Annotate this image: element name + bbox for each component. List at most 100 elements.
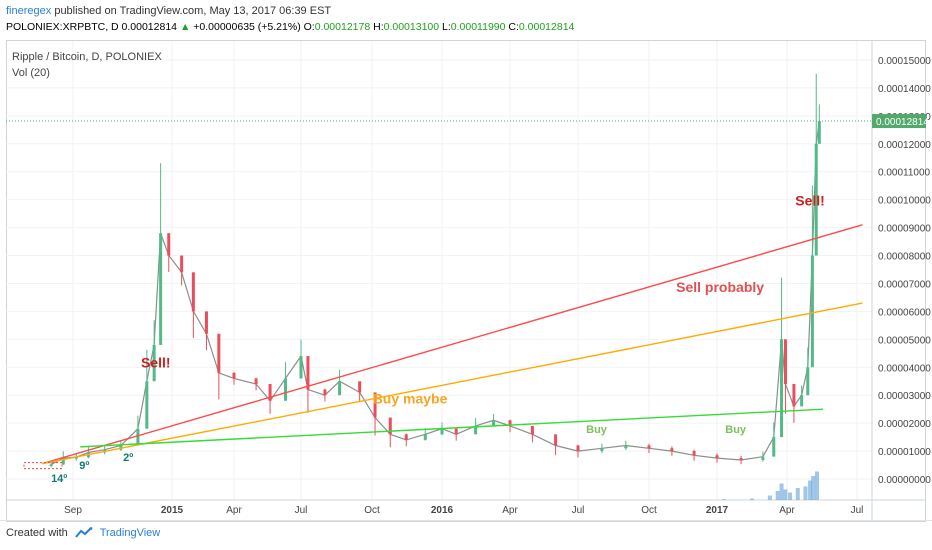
y-tick-label: 0.00004000 — [878, 363, 931, 374]
volume-bar — [815, 471, 819, 500]
volume-bar — [788, 492, 793, 500]
series-title[interactable]: Ripple / Bitcoin, D, POLONIEX — [12, 51, 162, 63]
volume-bar — [722, 499, 726, 500]
candle-body — [49, 464, 53, 466]
candle-body — [299, 356, 303, 379]
published-text: published on TradingView.com, May 13, 20… — [51, 5, 332, 17]
volume-bar — [775, 491, 780, 500]
candle-body — [647, 445, 651, 449]
candle-body — [61, 458, 65, 465]
candle-body — [404, 434, 408, 440]
candle-body — [792, 384, 796, 407]
candle-body — [806, 367, 810, 396]
volume-bar — [767, 495, 772, 500]
y-tick-label: 0.00012000 — [878, 140, 931, 151]
volume-bar — [803, 486, 808, 500]
close-label: C: — [508, 21, 519, 33]
candle-body — [761, 456, 765, 461]
x-tick-label: 2016 — [431, 505, 454, 516]
chart-legend: Ripple / Bitcoin, D, POLONIEX Vol (20) — [12, 49, 162, 81]
candle-body — [159, 233, 163, 345]
x-tick-label: Oct — [364, 505, 380, 516]
x-tick-label: Jul — [572, 505, 585, 516]
y-tick-label: 0.00000000 — [878, 475, 931, 486]
candle-body — [232, 372, 236, 379]
y-tick-label: 0.00011000 — [878, 168, 931, 179]
candle-body — [440, 428, 444, 435]
chart-frame[interactable] — [6, 40, 926, 522]
last-price: 0.00012814 — [121, 21, 178, 33]
candle-body — [692, 451, 696, 456]
y-tick-label: 0.00008000 — [878, 252, 931, 263]
candle-body — [423, 434, 427, 440]
candle-body — [670, 448, 674, 452]
candle-body — [323, 389, 327, 396]
candle-body — [358, 381, 362, 393]
candle-body — [783, 339, 787, 385]
volume-indicator-label[interactable]: Vol (20) — [12, 67, 50, 79]
chart-annotation: 2º — [123, 452, 133, 464]
angle-box — [23, 462, 63, 470]
volume-bar — [750, 498, 754, 500]
footer-divider — [0, 520, 932, 521]
candle-body — [338, 381, 342, 396]
trendline[interactable] — [41, 224, 863, 465]
y-tick-label: 0.00007000 — [878, 279, 931, 290]
open-label: O: — [303, 21, 315, 33]
volume-bar — [779, 483, 784, 500]
candle-body — [554, 434, 558, 446]
volume-bar — [808, 480, 813, 500]
candle-body — [772, 437, 776, 457]
candle-body — [388, 417, 392, 435]
y-tick-label: 0.00006000 — [878, 307, 931, 318]
chart-annotation: Sell! — [795, 192, 825, 208]
tradingview-brand[interactable]: TradingView — [99, 527, 161, 539]
trendline[interactable] — [42, 302, 863, 465]
candle-body — [191, 272, 195, 312]
candle-body — [739, 458, 743, 461]
x-tick-label: 2015 — [161, 505, 184, 516]
y-tick-label: 0.00003000 — [878, 391, 931, 402]
candle-body — [624, 445, 628, 449]
chart-annotation: Buy maybe — [373, 391, 448, 407]
candle-body — [74, 457, 78, 459]
x-tick-label: 2017 — [706, 505, 729, 516]
high-value: 0.00013100 — [383, 21, 440, 33]
ohlc-bar: POLONIEX:XRPBTC, D 0.00012814 ▲ +0.00000… — [6, 21, 574, 33]
candle-body — [508, 420, 512, 426]
low-label: L: — [442, 21, 451, 33]
candle-body — [492, 420, 496, 426]
candle-body — [576, 445, 580, 452]
candle-body — [600, 448, 604, 452]
trendline[interactable] — [80, 408, 824, 448]
candle-body — [180, 255, 184, 273]
author-username[interactable]: fineregex — [6, 5, 52, 17]
candle-body — [454, 428, 458, 435]
candle-body — [145, 381, 149, 429]
candle-body — [152, 344, 156, 382]
candle-body — [167, 233, 171, 256]
candle-body — [284, 378, 288, 401]
x-tick-label: Jul — [851, 505, 864, 516]
x-tick-label: Apr — [779, 505, 795, 516]
price-change: +0.00000635 (+5.21%) — [193, 21, 301, 33]
candle-body — [800, 395, 804, 407]
candle-body — [254, 378, 258, 385]
volume-bar — [811, 476, 816, 500]
candle-body — [217, 333, 221, 373]
footer: Created with TradingView — [6, 527, 160, 539]
chart-annotation: 9º — [79, 460, 89, 472]
y-tick-label: 0.00014000 — [878, 84, 931, 95]
volume-bar — [783, 489, 788, 500]
symbol-label: POLONIEX:XRPBTC, D — [6, 21, 119, 33]
y-tick-label: 0.00005000 — [878, 335, 931, 346]
chart-annotation: 14º — [51, 473, 67, 485]
high-label: H: — [373, 21, 384, 33]
candle-body — [306, 356, 310, 390]
created-with-text: Created with — [6, 527, 68, 539]
tradingview-logo-icon — [75, 527, 93, 538]
x-tick-label: Sep — [64, 505, 82, 516]
candle-body — [780, 339, 784, 438]
low-value: 0.00011990 — [450, 21, 506, 33]
